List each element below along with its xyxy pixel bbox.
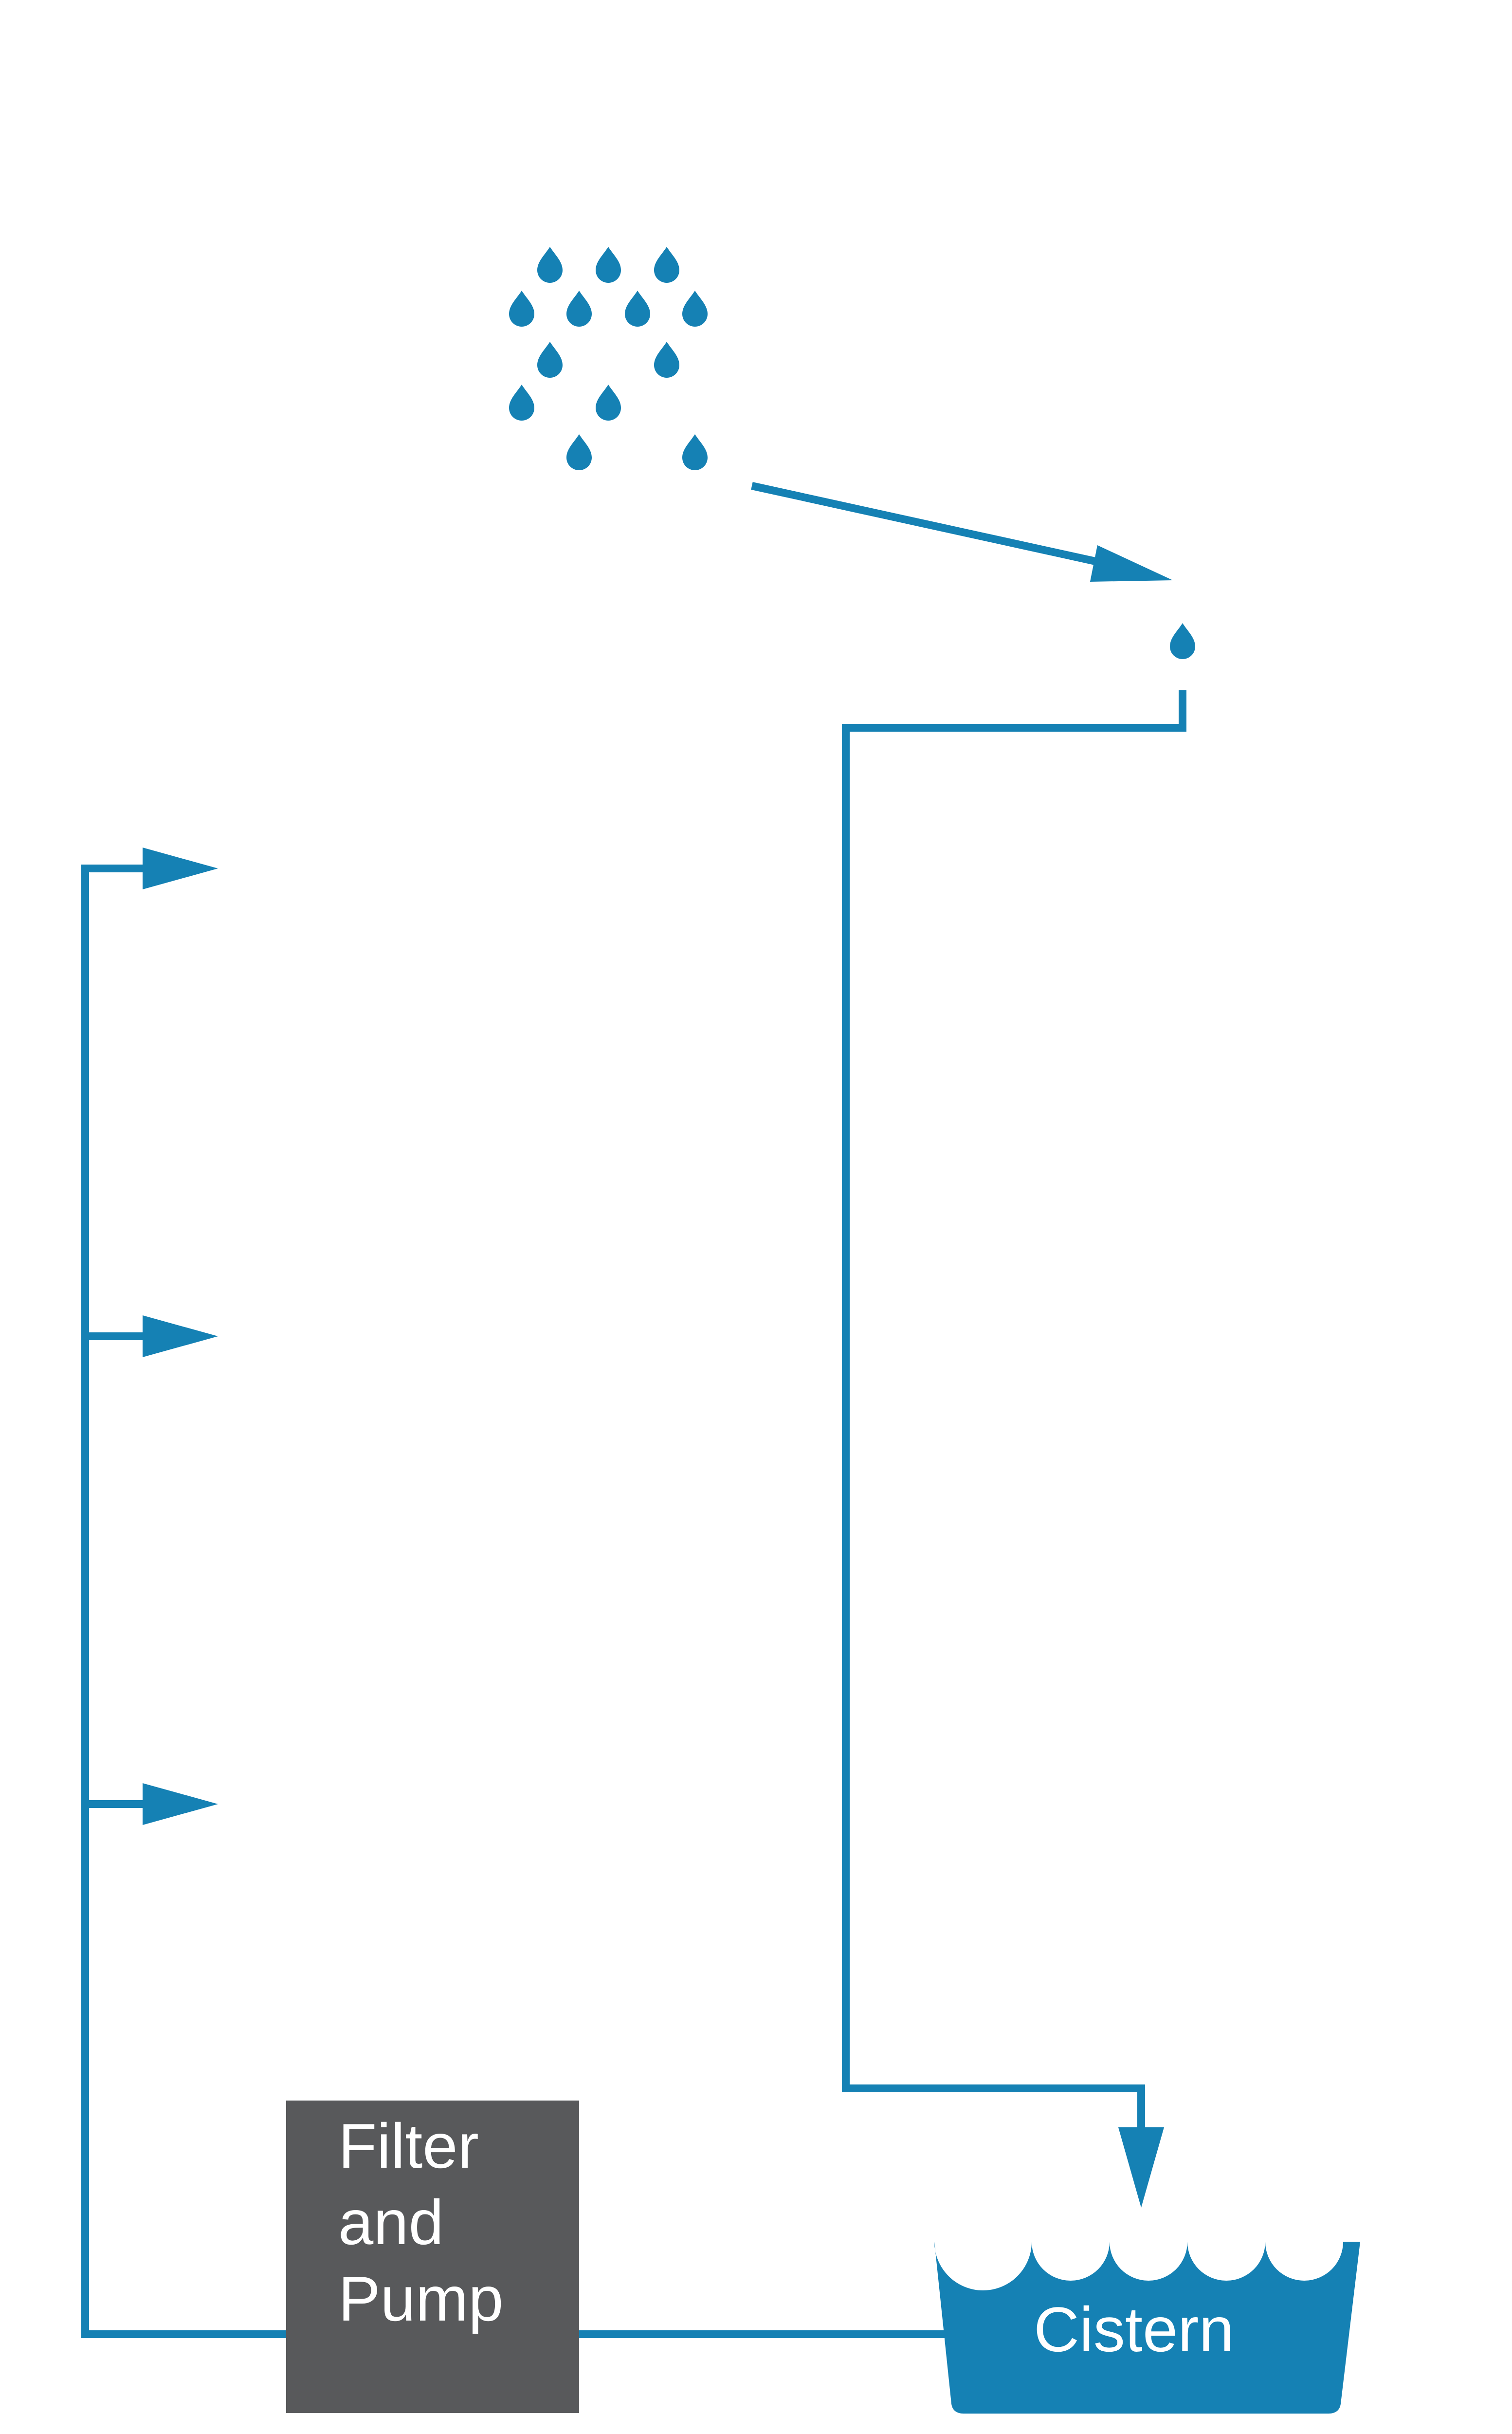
distribution-pipes [81, 865, 287, 2338]
filter-pump-label-line: Filter [338, 2110, 479, 2181]
downpipe-to-cistern-arrow [842, 690, 1186, 2208]
water-tank-icon [934, 2242, 1360, 2414]
outlet-arrow [143, 848, 218, 889]
filter-pump-label-line: Pump [338, 2263, 504, 2334]
raindrops-icon [509, 247, 708, 470]
rain-to-roof-arrow [751, 482, 1173, 582]
cistern-label: Cistern [1034, 2294, 1234, 2365]
filter-pump-label: Filter and Pump [338, 2108, 504, 2337]
filter-pump-label-line: and [338, 2187, 444, 2258]
outlet-arrow [143, 1783, 218, 1825]
water-drop-icon [1170, 623, 1195, 659]
outlet-arrow [143, 1315, 218, 1357]
filter-pump-box [286, 2101, 579, 2413]
